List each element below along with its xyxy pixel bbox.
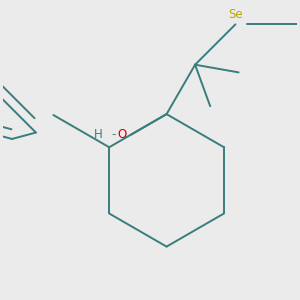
Text: O: O (118, 128, 127, 141)
Text: Se: Se (228, 8, 243, 21)
Text: H: H (94, 128, 103, 141)
Text: -: - (111, 128, 116, 141)
